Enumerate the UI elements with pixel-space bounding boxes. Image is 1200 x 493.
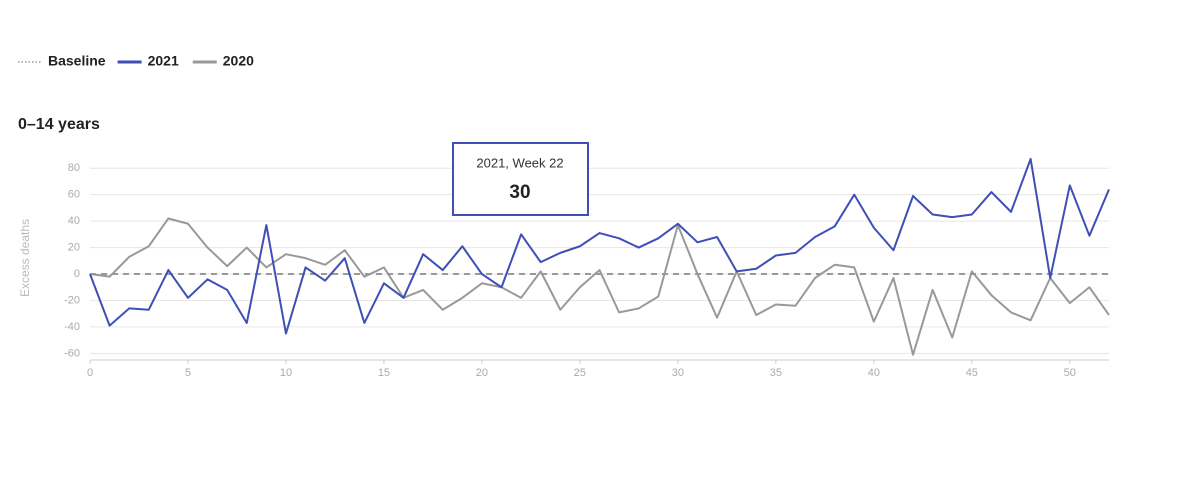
legend-label: Baseline xyxy=(48,53,106,69)
y-tick-label: 60 xyxy=(68,189,80,201)
x-tick-label: 10 xyxy=(280,367,292,379)
x-tick-label: 15 xyxy=(378,367,390,379)
x-tick-label: 35 xyxy=(770,367,782,379)
y-tick-label: -20 xyxy=(64,294,80,306)
tooltip-box xyxy=(452,142,589,216)
x-tick-label: 20 xyxy=(476,367,488,379)
tooltip-value: 30 xyxy=(509,182,530,203)
legend-label: 2021 xyxy=(148,53,179,69)
x-tick-label: 25 xyxy=(574,367,586,379)
y-tick-label: 0 xyxy=(74,268,80,280)
x-tick-label: 50 xyxy=(1064,367,1076,379)
x-tick-label: 0 xyxy=(87,367,93,379)
line-series xyxy=(89,157,1110,335)
x-tick-label: 45 xyxy=(966,367,978,379)
legend-label: 2020 xyxy=(223,53,254,69)
x-tick-label: 5 xyxy=(185,367,191,379)
line-series xyxy=(89,217,1110,356)
y-tick-label: -60 xyxy=(64,347,80,359)
y-tick-label: -40 xyxy=(64,321,80,333)
y-axis-label: Excess deaths xyxy=(18,219,32,297)
chart-title: 0–14 years xyxy=(18,116,100,133)
x-tick-label: 40 xyxy=(868,367,880,379)
y-tick-label: 80 xyxy=(68,162,80,174)
y-tick-label: 20 xyxy=(68,241,80,253)
y-tick-label: 40 xyxy=(68,215,80,227)
x-tick-label: 30 xyxy=(672,367,684,379)
tooltip-title: 2021, Week 22 xyxy=(476,155,563,170)
